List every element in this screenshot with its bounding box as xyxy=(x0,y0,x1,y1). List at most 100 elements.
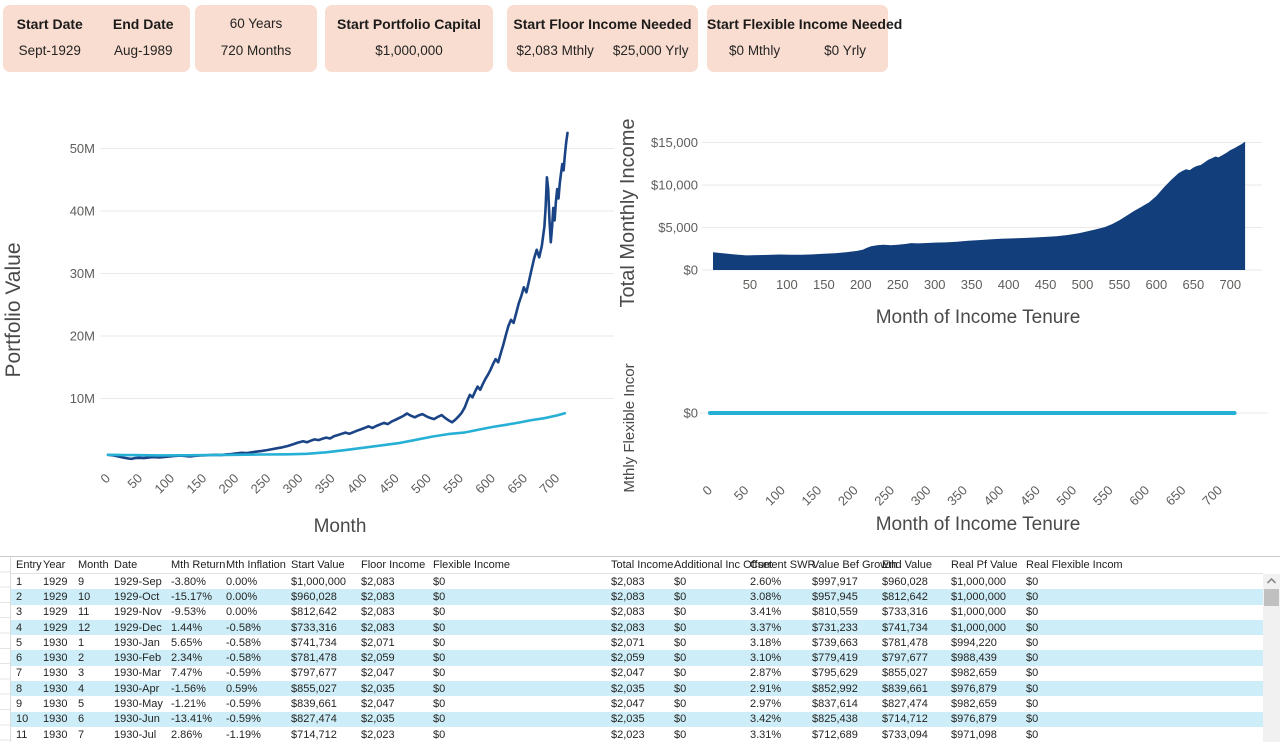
table-row[interactable]: 9 1930 5 1930-May -1.21% -0.59% $839,661 $2,047… xyxy=(11,696,1263,711)
scrollbar-up-button[interactable] xyxy=(1263,574,1280,588)
series-total-monthly-income[interactable] xyxy=(713,141,1246,270)
x-tick-label: 600 xyxy=(1146,277,1168,292)
table-cell: 1930 xyxy=(43,698,68,711)
table-cell: $731,233 xyxy=(812,621,858,634)
total-monthly-income-area-chart[interactable]: $0 $5,000 $10,000 $15,000 50 100 150 200 250 300 3… xyxy=(620,85,1280,335)
table-cell: $2,083 xyxy=(361,590,395,603)
column-header[interactable]: Mth Inflation xyxy=(221,557,286,574)
table-row[interactable]: 7 1930 3 1930-Mar 7.47% -0.59% $797,677 $2,047 $… xyxy=(11,666,1263,681)
table-cell: $795,629 xyxy=(812,667,858,680)
table-scrollbar[interactable] xyxy=(1263,574,1280,742)
table-cell: $1,000,000 xyxy=(291,575,347,588)
x-tick-label: 150 xyxy=(183,471,209,497)
table-row[interactable]: 3 1929 11 1929-Nov -9.53% 0.00% $812,642 $2,083… xyxy=(11,605,1263,620)
table-cell: 10 xyxy=(78,590,91,603)
y-tick-label: 50M xyxy=(70,141,95,156)
table-cell: 2.86% xyxy=(171,728,203,741)
table-cell: $0 xyxy=(674,713,687,726)
column-header[interactable]: Flexible Income xyxy=(428,557,606,574)
table-cell: $2,023 xyxy=(611,728,645,741)
table-cell: $0 xyxy=(674,728,687,741)
table-cell: -9.53% xyxy=(171,606,206,619)
x-tick-label: 700 xyxy=(1199,483,1225,509)
floor-income-label: Start Floor Income Needed xyxy=(513,16,692,32)
table-cell: $852,992 xyxy=(812,682,858,695)
column-header[interactable]: Real Pf Value xyxy=(946,557,1021,574)
table-row[interactable]: 5 1930 1 1930-Jan 5.65% -0.58% $741,734 $2,071 $… xyxy=(11,635,1263,650)
table-cell: 2 xyxy=(78,652,85,665)
column-header[interactable]: Entry xyxy=(11,557,42,574)
y-tick-label: $0 xyxy=(684,406,698,421)
table-cell: -1.21% xyxy=(171,698,206,711)
table-cell: $0 xyxy=(1026,698,1039,711)
table-cell: $0 xyxy=(674,652,687,665)
x-tick-label: 600 xyxy=(472,471,498,497)
column-header[interactable]: Date xyxy=(109,557,166,574)
series-real-pf-value[interactable] xyxy=(106,411,567,457)
column-header[interactable]: End Value xyxy=(877,557,946,574)
column-header[interactable]: Month xyxy=(73,557,109,574)
x-tick-label: 350 xyxy=(944,483,970,509)
table-cell: $2,035 xyxy=(611,713,645,726)
table-cell: $1,000,000 xyxy=(951,621,1007,634)
table-row[interactable]: 10 1930 6 1930-Jun -13.41% -0.59% $827,474 $2,0… xyxy=(11,711,1263,727)
monthly-flexible-income-line-chart[interactable]: $0 0 50 100 150 200 250 300 350 400 450 500 550 600 65… xyxy=(620,340,1280,545)
table-cell: 1929-Nov xyxy=(114,606,162,619)
table-row[interactable]: 8 1930 4 1930-Apr -1.56% 0.59% $855,027 $2,035 $… xyxy=(11,681,1263,697)
flexible-income-yearly: $0 Yrly xyxy=(824,43,866,58)
table-cell: $0 xyxy=(433,682,446,695)
y-axis-title: Mthly Flexible Incor xyxy=(621,363,638,492)
table-cell: 11 xyxy=(78,606,90,619)
table-cell: 3 xyxy=(16,606,23,619)
table-cell: $0 xyxy=(433,575,446,588)
column-header[interactable]: Floor Income xyxy=(356,557,428,574)
table-cell: $825,438 xyxy=(812,713,858,726)
table-cell: $2,083 xyxy=(611,575,645,588)
table-cell: 1930-Jan xyxy=(114,636,160,649)
capital-value: $1,000,000 xyxy=(375,43,443,58)
column-header[interactable]: Current SWR xyxy=(745,557,815,574)
table-cell: -0.59% xyxy=(226,713,261,726)
table-row[interactable]: 2 1929 10 1929-Oct -15.17% 0.00% $960,028 $2,08… xyxy=(11,589,1263,605)
table-cell: $839,661 xyxy=(291,698,337,711)
table-cell: -0.58% xyxy=(226,636,261,649)
table-cell: 3.37% xyxy=(750,621,782,634)
x-tick-label: 50 xyxy=(731,483,752,504)
y-tick-label: 10M xyxy=(70,391,95,406)
table-cell: $2,047 xyxy=(361,698,395,711)
table-cell: 2 xyxy=(16,590,23,603)
table-cell: $855,027 xyxy=(882,667,928,680)
table-cell: 1929 xyxy=(43,575,68,588)
x-tick-label: 250 xyxy=(871,483,897,509)
column-header[interactable]: Total Income xyxy=(606,557,673,574)
column-header[interactable]: Value Bef Growth xyxy=(807,557,897,574)
column-header[interactable]: Mth Return xyxy=(166,557,225,574)
table-cell: 5.65% xyxy=(171,636,203,649)
table-cell: $997,917 xyxy=(812,575,858,588)
table-cell: 1930 xyxy=(43,713,68,726)
table-cell: $1,000,000 xyxy=(951,590,1007,603)
column-header[interactable]: Real Flexible Incom xyxy=(1021,557,1263,574)
table-row[interactable]: 1 1929 9 1929-Sep -3.80% 0.00% $1,000,000 $2,08… xyxy=(11,574,1263,590)
table-cell: 1929 xyxy=(43,621,68,634)
scrollbar-thumb[interactable] xyxy=(1264,589,1279,606)
x-tick-label: 100 xyxy=(151,471,177,497)
series-portfolio-value[interactable] xyxy=(106,131,569,461)
portfolio-value-line-chart[interactable]: 10M 20M 30M 40M 50M 0 50 100 150 200 250 300 350 400 4… xyxy=(0,85,620,555)
x-tick-label: 600 xyxy=(1126,483,1152,509)
column-header[interactable]: Year xyxy=(38,557,73,574)
column-header[interactable]: Additional Inc Offset xyxy=(669,557,772,574)
y-tick-label: 40M xyxy=(70,204,95,219)
table-row[interactable]: 11 1930 7 1930-Jul 2.86% -1.19% $714,712 $2,023… xyxy=(11,727,1263,742)
table-cell: 2.87% xyxy=(750,667,782,680)
table-cell: 9 xyxy=(78,575,85,588)
y-tick-label: $5,000 xyxy=(658,220,698,235)
table-row[interactable]: 6 1930 2 1930-Feb 2.34% -0.58% $781,478 $2,059 $… xyxy=(11,650,1263,666)
table-cell: $0 xyxy=(1026,590,1039,603)
table-row[interactable]: 4 1929 12 1929-Dec 1.44% -0.58% $733,316 $2,083… xyxy=(11,619,1263,636)
table-cell: 1930 xyxy=(43,636,68,649)
y-tick-label: 30M xyxy=(70,266,95,281)
table-cell: $2,071 xyxy=(611,636,645,649)
column-header[interactable]: Start Value xyxy=(286,557,356,574)
